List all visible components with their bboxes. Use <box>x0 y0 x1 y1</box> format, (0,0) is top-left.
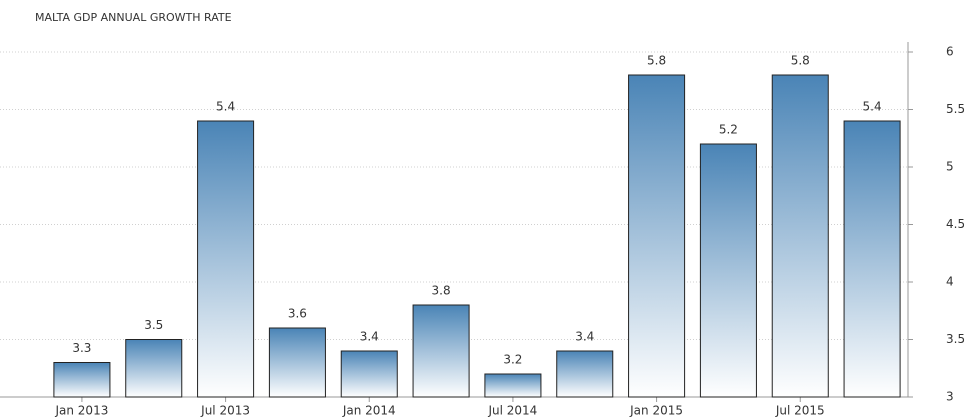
bar <box>268 327 326 398</box>
bar <box>197 120 255 398</box>
y-tick-label: 5 <box>946 160 954 174</box>
data-label: 3.4 <box>360 330 379 344</box>
x-tick-label: Jan 2013 <box>54 404 108 418</box>
y-tick-label: 5.5 <box>946 102 965 116</box>
data-label: 3.6 <box>288 307 307 321</box>
data-label: 3.2 <box>503 353 522 367</box>
chart-title: MALTA GDP ANNUAL GROWTH RATE <box>35 11 232 24</box>
bar <box>699 143 757 398</box>
y-tick-label: 3.5 <box>946 332 965 346</box>
y-tick-label: 4 <box>946 275 954 289</box>
data-label: 3.4 <box>575 330 594 344</box>
data-label: 3.8 <box>432 284 451 298</box>
bar <box>340 350 398 398</box>
data-label: 5.4 <box>863 100 882 114</box>
y-tick-label: 3 <box>946 390 954 404</box>
data-label: 3.5 <box>144 318 163 332</box>
bar <box>843 120 901 398</box>
y-tick-label: 4.5 <box>946 217 965 231</box>
data-label: 5.8 <box>791 54 810 68</box>
data-label: 5.2 <box>719 123 738 137</box>
x-tick-label: Jan 2014 <box>342 404 396 418</box>
bar <box>771 74 829 398</box>
bar <box>125 339 183 398</box>
bar <box>556 350 614 398</box>
x-tick-label: Jul 2013 <box>200 404 250 418</box>
bar <box>628 74 686 398</box>
x-tick-label: Jul 2015 <box>775 404 825 418</box>
data-label: 5.4 <box>216 100 235 114</box>
bar <box>484 373 542 398</box>
bar <box>412 304 470 398</box>
y-tick-label: 6 <box>946 45 954 59</box>
data-label: 5.8 <box>647 54 666 68</box>
x-tick-label: Jul 2014 <box>487 404 537 418</box>
bar <box>53 362 111 398</box>
data-label: 3.3 <box>72 341 91 355</box>
x-tick-label: Jan 2015 <box>629 404 683 418</box>
